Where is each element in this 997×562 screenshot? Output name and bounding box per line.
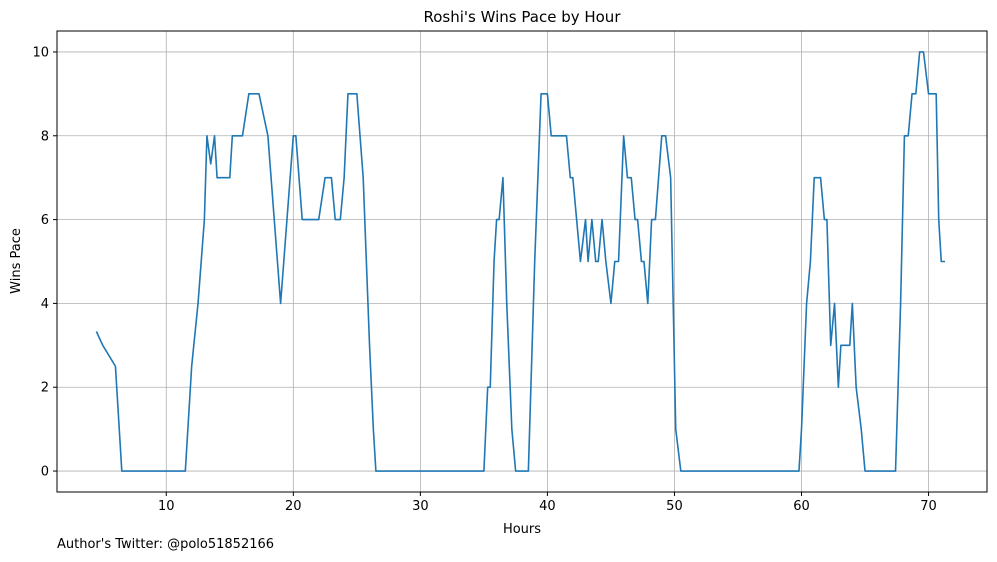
- y-axis: 0 2 4 6 8 10: [32, 45, 57, 480]
- y-axis-label: Wins Pace: [9, 228, 24, 294]
- x-tick-label: 70: [920, 499, 937, 514]
- x-axis: 10 20 30 40 50 60 70: [158, 492, 937, 514]
- x-axis-label: Hours: [503, 522, 541, 537]
- y-tick-label: 2: [41, 381, 49, 396]
- x-tick-label: 30: [412, 499, 429, 514]
- series-layer: [95, 51, 946, 472]
- y-tick-label: 0: [41, 465, 49, 480]
- x-tick-label: 60: [793, 499, 810, 514]
- x-tick-label: 10: [158, 499, 175, 514]
- y-tick-label: 4: [41, 297, 49, 312]
- x-tick-label: 40: [539, 499, 556, 514]
- grid: [57, 31, 987, 492]
- y-tick-label: 8: [41, 129, 49, 144]
- author-credit: Author's Twitter: @polo51852166: [57, 537, 275, 552]
- plot-frame: [56, 30, 988, 493]
- x-tick-label: 20: [285, 499, 302, 514]
- series-line: [95, 51, 946, 472]
- y-tick-label: 10: [32, 45, 49, 60]
- y-tick-label: 6: [41, 213, 49, 228]
- x-tick-label: 50: [666, 499, 683, 514]
- chart-title: Roshi's Wins Pace by Hour: [424, 8, 622, 26]
